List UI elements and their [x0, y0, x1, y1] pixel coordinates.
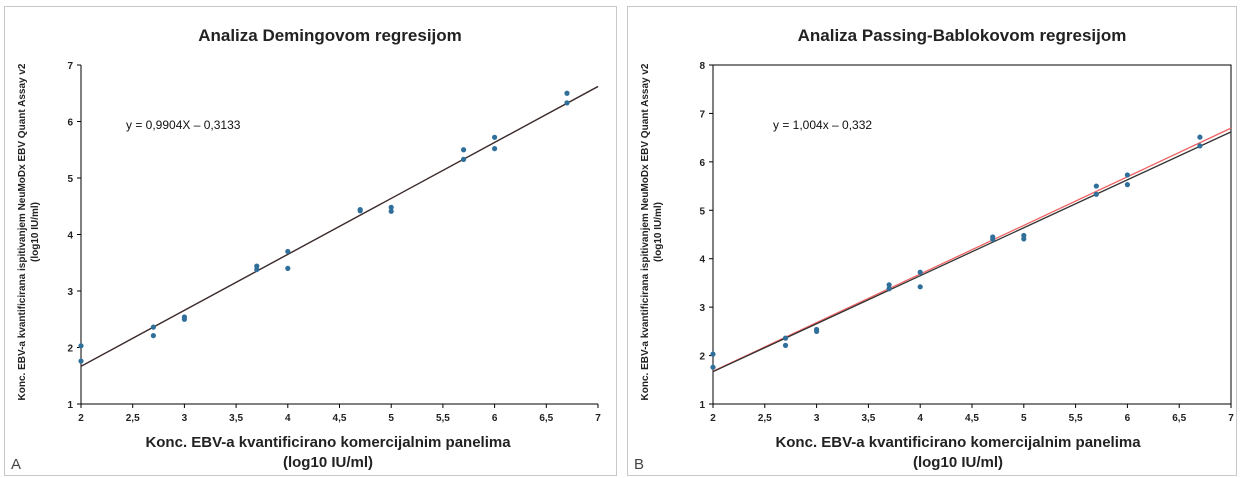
x-tick-label: 5,5	[436, 413, 450, 424]
x-tick-label: 6,5	[539, 413, 553, 424]
y-tick-label: 3	[67, 287, 73, 298]
y-tick-label: 8	[699, 61, 705, 72]
data-point	[357, 208, 363, 214]
chart-a-svg: Analiza Demingovom regresijom Konc. EBV-…	[17, 26, 601, 471]
data-point	[150, 324, 156, 330]
x-tick-label: 2	[78, 413, 84, 424]
chart-a-ylabel-line1: Konc. EBV-a kvantificirana ispitivanjem …	[17, 63, 28, 400]
data-point	[564, 100, 570, 106]
plot-frame	[712, 64, 1232, 405]
data-point	[814, 328, 820, 334]
x-tick-label: 2,5	[126, 413, 140, 424]
chart-b-ylabel-line2: (log10 IU/ml)	[653, 202, 664, 262]
chart-b-equation: y = 1,004x – 0,332	[773, 118, 872, 132]
panel-label-b: B	[634, 456, 645, 473]
chart-b-xlabel-line1: Konc. EBV-a kvantificirano komercijalnim…	[775, 434, 1141, 451]
data-point	[990, 236, 996, 242]
data-point	[917, 284, 923, 290]
y-tick-label: 3	[699, 303, 705, 314]
x-tick-label: 3,5	[229, 413, 243, 424]
data-point	[1197, 134, 1203, 140]
data-point	[388, 204, 394, 210]
y-tick-label: 4	[699, 255, 705, 266]
data-point	[782, 335, 789, 341]
panel-label-a: A	[11, 456, 22, 473]
data-point	[254, 266, 260, 273]
data-point	[1197, 143, 1203, 149]
chart-b-ylabel-line1: Konc. EBV-a kvantificirana ispitivanjem …	[640, 63, 651, 400]
data-point	[285, 265, 291, 271]
data-point	[1093, 183, 1099, 189]
y-tick-label: 5	[699, 206, 705, 217]
chart-b-title: Analiza Passing-Bablokovom regresijom	[798, 26, 1127, 45]
data-point	[388, 208, 394, 214]
data-point	[1093, 191, 1099, 197]
x-tick-label: 6	[492, 413, 498, 424]
reference-line	[80, 85, 599, 367]
y-tick-label: 6	[67, 118, 73, 129]
x-tick-label: 5,5	[1069, 413, 1083, 424]
data-point	[492, 146, 498, 152]
data-point	[1124, 172, 1130, 178]
data-point	[78, 343, 84, 349]
data-point	[78, 358, 84, 364]
data-point	[1124, 182, 1130, 188]
chart-panel-b: Analiza Passing-Bablokovom regresijom Ko…	[627, 6, 1237, 476]
data-point	[460, 156, 467, 162]
x-tick-label: 4	[917, 413, 923, 424]
data-point	[564, 90, 570, 96]
y-tick-label: 6	[699, 158, 705, 169]
chart-a-ylabel-line2: (log10 IU/ml)	[30, 202, 41, 262]
data-point	[181, 316, 187, 322]
chart-a-title: Analiza Demingovom regresijom	[198, 26, 462, 45]
x-tick-label: 5	[1021, 413, 1027, 424]
data-point	[886, 282, 892, 288]
data-point	[710, 364, 716, 370]
chart-a-xlabel-line2: (log10 IU/ml)	[283, 454, 373, 471]
data-point	[886, 286, 892, 292]
y-tick-label: 1	[67, 400, 73, 411]
x-tick-label: 4,5	[965, 413, 979, 424]
x-tick-label: 3	[182, 413, 188, 424]
x-tick-label: 3,5	[861, 413, 875, 424]
y-tick-label: 2	[699, 352, 705, 363]
x-tick-label: 2,5	[758, 413, 772, 424]
x-tick-label: 2	[710, 413, 716, 424]
x-tick-label: 7	[595, 413, 601, 424]
chart-b-xlabel-line2: (log10 IU/ml)	[913, 454, 1003, 471]
chart-a-equation: y = 0,9904X – 0,3133	[126, 118, 241, 132]
x-tick-label: 6,5	[1172, 413, 1186, 424]
y-tick-label: 4	[67, 231, 73, 242]
data-point	[460, 147, 467, 153]
x-tick-label: 7	[1228, 413, 1234, 424]
chart-panel-a: Analiza Demingovom regresijom Konc. EBV-…	[4, 6, 617, 476]
data-point	[285, 248, 291, 255]
reference-line	[712, 131, 1232, 373]
data-point	[1021, 236, 1027, 242]
chart-a-xlabel-line1: Konc. EBV-a kvantificirano komercijalnim…	[145, 434, 511, 451]
x-tick-label: 3	[814, 413, 820, 424]
y-tick-label: 7	[699, 109, 705, 120]
x-tick-label: 4,5	[333, 413, 347, 424]
x-tick-label: 4	[285, 413, 291, 424]
data-point	[150, 333, 156, 339]
chart-b-svg: Analiza Passing-Bablokovom regresijom Ko…	[640, 26, 1234, 471]
y-tick-label: 1	[699, 400, 705, 411]
data-point	[492, 134, 498, 140]
y-tick-label: 5	[67, 174, 73, 185]
y-tick-label: 2	[67, 344, 73, 355]
regression-line	[712, 127, 1232, 372]
data-point	[710, 351, 716, 357]
data-point	[917, 269, 923, 275]
x-tick-label: 5	[388, 413, 394, 424]
y-tick-label: 7	[67, 61, 73, 72]
x-tick-label: 6	[1125, 413, 1131, 424]
data-point	[782, 342, 789, 349]
